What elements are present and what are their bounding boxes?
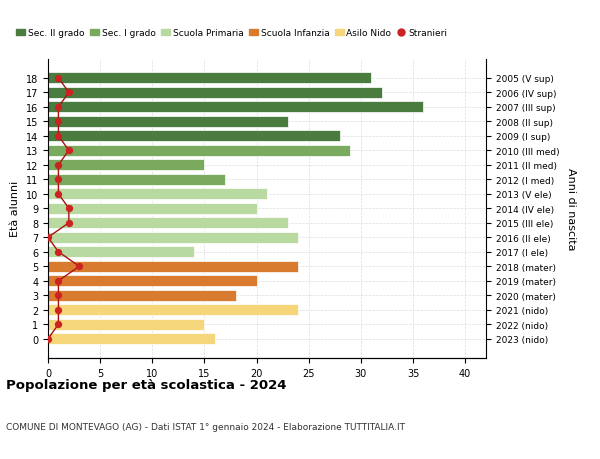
Point [53,292,63,299]
Bar [48,218,288,229]
Bar [48,305,298,315]
Point [53,118,63,126]
Bar [48,174,225,185]
Bar [48,102,424,113]
Point [53,104,63,111]
Y-axis label: Anni di nascita: Anni di nascita [566,168,576,250]
Point [53,307,63,314]
Point [53,176,63,184]
Point [53,249,63,256]
Point [53,75,63,82]
Point [64,220,74,227]
Legend: Sec. II grado, Sec. I grado, Scuola Primaria, Scuola Infanzia, Asilo Nido, Stran: Sec. II grado, Sec. I grado, Scuola Prim… [13,25,451,42]
Bar [48,276,257,286]
Point [53,278,63,285]
Bar [48,73,371,84]
Point [53,190,63,198]
Text: Popolazione per età scolastica - 2024: Popolazione per età scolastica - 2024 [6,379,287,392]
Bar [48,319,205,330]
Bar [48,131,340,142]
Bar [48,146,350,157]
Bar [48,247,194,257]
Bar [48,334,215,344]
Point [74,263,84,270]
Point [43,234,53,241]
Point [64,90,74,97]
Bar [48,261,298,272]
Bar [48,117,288,128]
Bar [48,290,236,301]
Point [64,147,74,155]
Point [53,321,63,328]
Text: COMUNE DI MONTEVAGO (AG) - Dati ISTAT 1° gennaio 2024 - Elaborazione TUTTITALIA.: COMUNE DI MONTEVAGO (AG) - Dati ISTAT 1°… [6,422,405,431]
Bar [48,203,257,214]
Bar [48,160,205,171]
Point [53,133,63,140]
Bar [48,232,298,243]
Bar [48,88,382,99]
Y-axis label: Età alunni: Età alunni [10,181,20,237]
Point [53,162,63,169]
Point [43,336,53,343]
Point [64,205,74,213]
Bar [48,189,267,200]
